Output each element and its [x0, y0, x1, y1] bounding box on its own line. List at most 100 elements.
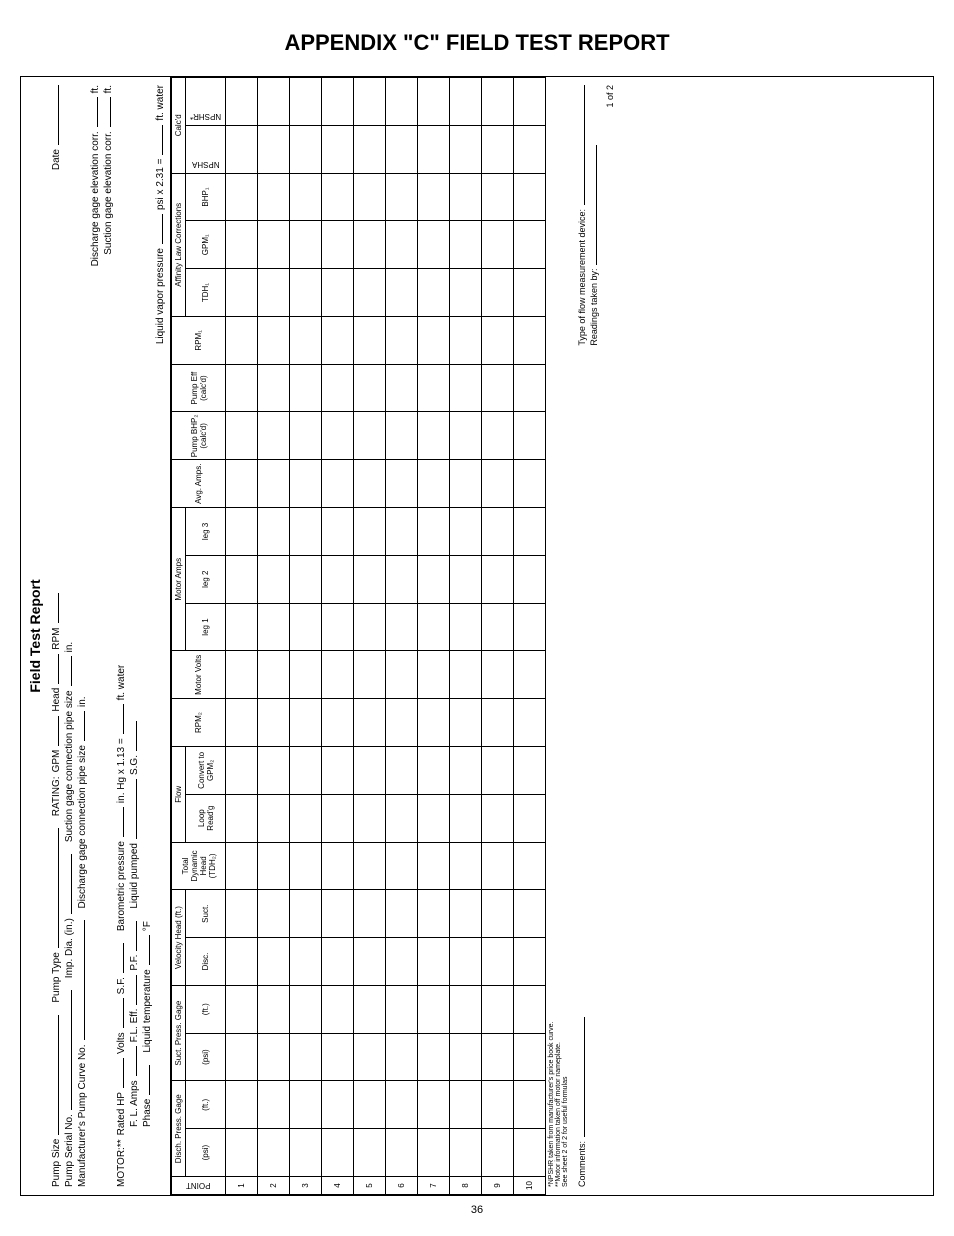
data-cell[interactable]	[450, 460, 482, 508]
blank-phase[interactable]	[140, 1065, 150, 1095]
data-cell[interactable]	[514, 1033, 546, 1081]
data-cell[interactable]	[354, 269, 386, 317]
data-cell[interactable]	[450, 651, 482, 699]
data-cell[interactable]	[482, 890, 514, 938]
data-cell[interactable]	[514, 555, 546, 603]
data-cell[interactable]	[386, 1033, 418, 1081]
data-cell[interactable]	[226, 699, 258, 747]
data-cell[interactable]	[482, 1033, 514, 1081]
data-cell[interactable]	[482, 364, 514, 412]
data-cell[interactable]	[418, 173, 450, 221]
data-cell[interactable]	[258, 78, 290, 126]
data-cell[interactable]	[322, 1033, 354, 1081]
data-cell[interactable]	[322, 842, 354, 890]
data-cell[interactable]	[386, 460, 418, 508]
data-cell[interactable]	[322, 316, 354, 364]
data-cell[interactable]	[226, 364, 258, 412]
data-cell[interactable]	[386, 603, 418, 651]
data-cell[interactable]	[322, 651, 354, 699]
data-cell[interactable]	[514, 1081, 546, 1129]
blank-type-device[interactable]	[575, 85, 585, 205]
data-cell[interactable]	[258, 651, 290, 699]
data-cell[interactable]	[450, 746, 482, 794]
data-cell[interactable]	[514, 985, 546, 1033]
data-cell[interactable]	[290, 221, 322, 269]
data-cell[interactable]	[226, 173, 258, 221]
data-cell[interactable]	[418, 125, 450, 173]
data-cell[interactable]	[322, 890, 354, 938]
data-cell[interactable]	[322, 1081, 354, 1129]
blank-liq-temp[interactable]	[140, 935, 150, 965]
data-cell[interactable]	[290, 316, 322, 364]
blank-fl-amps[interactable]	[127, 1046, 137, 1076]
data-cell[interactable]	[482, 316, 514, 364]
data-cell[interactable]	[354, 125, 386, 173]
data-cell[interactable]	[290, 173, 322, 221]
data-cell[interactable]	[386, 699, 418, 747]
data-cell[interactable]	[418, 938, 450, 986]
data-cell[interactable]	[354, 603, 386, 651]
data-cell[interactable]	[450, 890, 482, 938]
data-cell[interactable]	[418, 78, 450, 126]
data-cell[interactable]	[450, 555, 482, 603]
data-cell[interactable]	[386, 555, 418, 603]
data-cell[interactable]	[322, 364, 354, 412]
data-cell[interactable]	[226, 890, 258, 938]
data-cell[interactable]	[386, 508, 418, 556]
blank-rpm[interactable]	[49, 593, 59, 623]
data-cell[interactable]	[226, 1081, 258, 1129]
data-cell[interactable]	[514, 364, 546, 412]
data-cell[interactable]	[322, 1129, 354, 1177]
blank-date[interactable]	[49, 85, 59, 145]
data-cell[interactable]	[418, 985, 450, 1033]
data-cell[interactable]	[482, 699, 514, 747]
data-cell[interactable]	[354, 794, 386, 842]
data-cell[interactable]	[322, 173, 354, 221]
data-cell[interactable]	[514, 173, 546, 221]
data-cell[interactable]	[418, 460, 450, 508]
data-cell[interactable]	[322, 985, 354, 1033]
data-cell[interactable]	[226, 1033, 258, 1081]
data-cell[interactable]	[418, 316, 450, 364]
data-cell[interactable]	[482, 1129, 514, 1177]
data-cell[interactable]	[514, 508, 546, 556]
data-cell[interactable]	[354, 78, 386, 126]
data-cell[interactable]	[514, 1129, 546, 1177]
data-cell[interactable]	[354, 316, 386, 364]
blank-sg[interactable]	[127, 721, 137, 751]
data-cell[interactable]	[418, 603, 450, 651]
data-cell[interactable]	[450, 78, 482, 126]
data-cell[interactable]	[226, 842, 258, 890]
data-cell[interactable]	[322, 125, 354, 173]
blank-fl-eff[interactable]	[127, 975, 137, 1005]
data-cell[interactable]	[514, 699, 546, 747]
data-cell[interactable]	[418, 221, 450, 269]
data-cell[interactable]	[354, 364, 386, 412]
data-cell[interactable]	[386, 938, 418, 986]
data-cell[interactable]	[514, 125, 546, 173]
data-cell[interactable]	[482, 938, 514, 986]
data-cell[interactable]	[290, 460, 322, 508]
data-cell[interactable]	[354, 699, 386, 747]
blank-baro[interactable]	[114, 807, 124, 837]
data-cell[interactable]	[258, 173, 290, 221]
blank-disch-elev[interactable]	[88, 97, 98, 127]
data-cell[interactable]	[226, 221, 258, 269]
data-cell[interactable]	[450, 221, 482, 269]
data-cell[interactable]	[322, 78, 354, 126]
data-cell[interactable]	[482, 794, 514, 842]
blank-pump-serial[interactable]	[62, 990, 72, 1110]
data-cell[interactable]	[290, 985, 322, 1033]
data-cell[interactable]	[514, 938, 546, 986]
data-cell[interactable]	[418, 842, 450, 890]
data-cell[interactable]	[258, 221, 290, 269]
data-cell[interactable]	[450, 1129, 482, 1177]
data-cell[interactable]	[322, 221, 354, 269]
data-cell[interactable]	[290, 508, 322, 556]
data-cell[interactable]	[258, 794, 290, 842]
data-cell[interactable]	[482, 221, 514, 269]
data-cell[interactable]	[386, 316, 418, 364]
data-cell[interactable]	[290, 1129, 322, 1177]
data-cell[interactable]	[418, 890, 450, 938]
blank-comments[interactable]	[575, 1017, 585, 1137]
